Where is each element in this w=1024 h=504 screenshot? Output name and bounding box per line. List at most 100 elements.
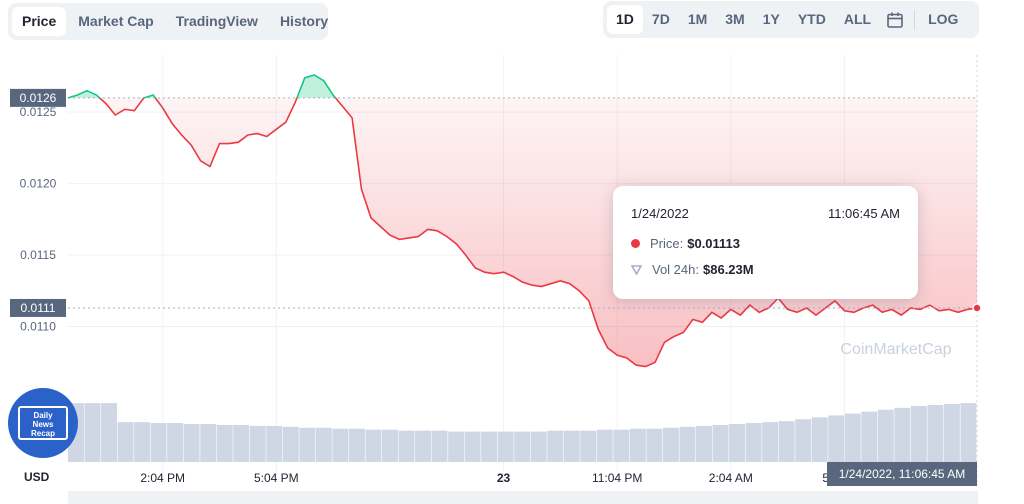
- volume-bar: [844, 413, 861, 462]
- volume-bar: [464, 431, 481, 462]
- x-tick-label: 23: [497, 471, 511, 485]
- volume-bar: [398, 430, 415, 462]
- x-tick-label: 5:04 PM: [254, 471, 299, 485]
- daily-news-recap-badge[interactable]: Daily News Recap: [8, 388, 78, 458]
- volume-bar: [200, 424, 217, 462]
- volume-bar: [828, 415, 845, 462]
- price-dot-icon: [631, 239, 640, 248]
- volume-bar: [481, 431, 498, 462]
- watermark: CoinMarketCap: [840, 341, 951, 358]
- volume-bar: [927, 405, 944, 462]
- volume-bar: [84, 403, 101, 462]
- y-tick-label: 0.0115: [20, 248, 56, 262]
- volume-bar: [795, 419, 812, 462]
- range-1d-button[interactable]: 1D: [607, 5, 643, 34]
- tooltip-volume-row: Vol 24h: $86.23M: [631, 262, 900, 277]
- volume-bar: [382, 429, 398, 462]
- volume-bar: [530, 431, 547, 462]
- volume-bar: [167, 423, 184, 462]
- current-price-tag: 0.0111: [10, 298, 66, 317]
- range-selector: 1D 7D 1M 3M 1Y YTD ALL LOG: [603, 1, 979, 38]
- tab-market-cap[interactable]: Market Cap: [78, 13, 154, 29]
- volume-bar: [712, 424, 729, 462]
- calendar-button[interactable]: [880, 5, 910, 34]
- volume-bar: [613, 429, 630, 462]
- badge-line-1: Daily: [33, 411, 53, 420]
- range-1m-button[interactable]: 1M: [687, 11, 708, 27]
- volume-bar: [563, 430, 580, 462]
- volume-bar: [745, 423, 762, 462]
- tooltip-date-row: 1/24/2022 11:06:45 AM: [631, 206, 900, 221]
- volume-bar: [679, 426, 696, 462]
- current-price-tag-box: [10, 298, 66, 317]
- volume-bar: [729, 424, 746, 462]
- volume-bar: [365, 429, 382, 462]
- range-3m-button[interactable]: 3M: [725, 11, 745, 27]
- volume-bar: [596, 429, 613, 462]
- volume-bar: [233, 424, 250, 462]
- price-area-below-baseline: [68, 97, 977, 367]
- tooltip-price-row: Price: $0.01113: [631, 236, 900, 251]
- y-tick-label: 0.0125: [20, 105, 57, 119]
- chart-tabs: Price Market Cap TradingView History: [8, 3, 328, 40]
- tab-price[interactable]: Price: [12, 7, 67, 36]
- volume-bar: [629, 428, 646, 462]
- range-ytd-button[interactable]: YTD: [797, 11, 826, 27]
- currency-label: USD: [24, 470, 50, 484]
- x-tick-label: 2:04 PM: [140, 471, 185, 485]
- chart-footer-strip: [68, 491, 978, 504]
- range-divider: [914, 9, 916, 30]
- volume-bar: [183, 424, 200, 462]
- volume-bar: [266, 425, 283, 462]
- tab-tradingview[interactable]: TradingView: [175, 13, 258, 29]
- crosshair-time-label: 1/24/2022, 11:06:45 AM: [827, 462, 977, 486]
- range-1y-button[interactable]: 1Y: [762, 11, 780, 27]
- volume-bar: [762, 422, 779, 462]
- badge-line-2: News: [32, 420, 54, 429]
- tooltip-date: 1/24/2022: [631, 206, 689, 221]
- volume-bar: [696, 425, 712, 462]
- volume-bar: [877, 409, 894, 462]
- volume-bar: [910, 405, 927, 462]
- volume-icon: [631, 264, 642, 275]
- volume-bar: [894, 407, 911, 462]
- y-tick-label: 0.0110: [20, 320, 56, 334]
- range-7d-button[interactable]: 7D: [651, 11, 670, 27]
- volume-bar: [811, 417, 828, 462]
- volume-bar: [547, 430, 564, 462]
- volume-bar: [943, 404, 960, 462]
- volume-bar: [315, 427, 332, 462]
- tooltip-price-label: Price:: [650, 236, 684, 251]
- volume-bar: [415, 430, 431, 462]
- volume-bar: [101, 403, 117, 462]
- baseline-price-tag: 0.0126: [10, 88, 66, 107]
- volume-bar: [778, 421, 795, 462]
- x-tick-label: 11:04 PM: [592, 471, 642, 485]
- badge-film-frame: Daily News Recap: [18, 406, 68, 440]
- volume-bar: [216, 424, 233, 462]
- volume-bar: [282, 426, 299, 462]
- log-scale-button[interactable]: LOG: [928, 11, 959, 27]
- tab-history[interactable]: History: [279, 13, 329, 29]
- volume-bar: [497, 431, 514, 462]
- volume-bar: [514, 431, 531, 462]
- volume-bar: [662, 427, 679, 462]
- price-line-down: [67, 97, 978, 368]
- volume-bar: [960, 403, 977, 462]
- volume-bar: [134, 422, 151, 462]
- tooltip-time: 11:06:45 AM: [827, 206, 900, 221]
- current-price-dot: [972, 303, 982, 313]
- range-all-button[interactable]: ALL: [843, 11, 872, 27]
- volume-bar: [448, 431, 465, 462]
- volume-bar: [431, 430, 448, 462]
- volume-bar: [299, 427, 316, 462]
- badge-line-3: Recap: [30, 429, 55, 438]
- tooltip-volume-label: Vol 24h:: [652, 262, 699, 277]
- volume-bar: [150, 423, 167, 462]
- tooltip-price-value: $0.01113: [687, 236, 741, 251]
- volume-bar: [646, 428, 663, 462]
- volume-bar: [861, 411, 878, 462]
- volume-bar: [348, 428, 365, 462]
- y-tick-label: 0.0120: [20, 177, 57, 191]
